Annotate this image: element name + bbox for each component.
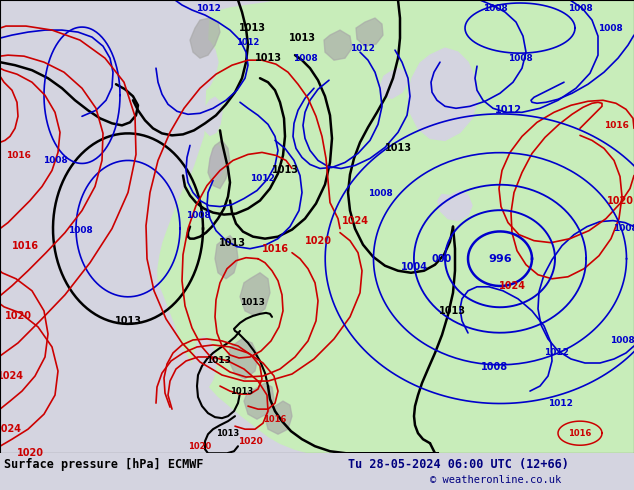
Text: 1013: 1013	[230, 387, 254, 395]
Text: 1013: 1013	[205, 357, 230, 366]
Text: 1008: 1008	[508, 54, 533, 63]
Text: 1013: 1013	[240, 298, 264, 307]
Text: 1020: 1020	[188, 441, 212, 451]
Text: 1024: 1024	[0, 424, 22, 434]
Text: 1013: 1013	[216, 429, 240, 438]
Text: 1008: 1008	[598, 24, 623, 32]
Text: 000: 000	[432, 254, 452, 264]
Polygon shape	[228, 339, 258, 379]
Polygon shape	[356, 18, 383, 46]
Polygon shape	[190, 18, 220, 58]
Text: 1012: 1012	[548, 398, 573, 408]
Text: 1013: 1013	[271, 166, 299, 175]
Text: 1016: 1016	[263, 415, 287, 424]
Polygon shape	[240, 273, 270, 316]
Text: © weatheronline.co.uk: © weatheronline.co.uk	[430, 475, 561, 485]
Polygon shape	[324, 30, 352, 60]
Text: 1008: 1008	[610, 337, 634, 345]
Text: 1024: 1024	[0, 371, 23, 381]
Text: 1012: 1012	[495, 105, 522, 115]
Text: 1008: 1008	[186, 211, 210, 220]
Text: 1013: 1013	[115, 316, 141, 326]
Text: 1013: 1013	[254, 53, 281, 63]
Text: 996: 996	[488, 254, 512, 264]
Text: 1013: 1013	[384, 144, 411, 153]
Text: 1020: 1020	[4, 311, 32, 321]
Polygon shape	[191, 337, 216, 393]
Text: 1016: 1016	[11, 241, 39, 251]
Text: 1008: 1008	[68, 226, 93, 235]
Text: 1013: 1013	[288, 33, 316, 43]
Text: 1012: 1012	[543, 348, 569, 358]
Polygon shape	[215, 236, 238, 279]
Polygon shape	[158, 0, 634, 453]
Text: 1013: 1013	[219, 238, 245, 247]
Text: 1016: 1016	[604, 121, 628, 130]
Text: 1008: 1008	[567, 3, 592, 13]
Polygon shape	[195, 38, 218, 90]
Text: 1016: 1016	[6, 151, 30, 160]
Text: 1016: 1016	[261, 244, 288, 254]
Polygon shape	[210, 146, 224, 180]
Text: 1012: 1012	[349, 44, 375, 52]
Polygon shape	[244, 383, 274, 419]
Text: 1012: 1012	[250, 174, 275, 183]
Text: 1004: 1004	[401, 262, 427, 272]
Polygon shape	[438, 191, 472, 220]
Text: 1008: 1008	[42, 156, 67, 165]
Text: 1020: 1020	[304, 236, 332, 245]
Text: 1008: 1008	[293, 54, 318, 63]
Text: 1016: 1016	[568, 429, 592, 438]
Text: 1024: 1024	[498, 281, 526, 291]
Polygon shape	[208, 141, 230, 189]
Text: 1013: 1013	[439, 306, 465, 316]
Polygon shape	[265, 401, 292, 434]
Text: Surface pressure [hPa] ECMWF: Surface pressure [hPa] ECMWF	[4, 458, 204, 471]
Text: 1008: 1008	[612, 224, 634, 233]
Text: Tu 28-05-2024 06:00 UTC (12+66): Tu 28-05-2024 06:00 UTC (12+66)	[348, 458, 569, 471]
Text: 1020: 1020	[16, 448, 44, 458]
Text: 1012: 1012	[195, 3, 221, 13]
Text: 1020: 1020	[607, 196, 633, 205]
Text: 1024: 1024	[342, 216, 368, 225]
Polygon shape	[202, 98, 222, 135]
Text: 1008: 1008	[481, 362, 508, 372]
Polygon shape	[408, 48, 478, 141]
Text: 1020: 1020	[238, 437, 262, 446]
Text: 1013: 1013	[238, 23, 266, 33]
Text: 1008: 1008	[482, 3, 507, 13]
Text: 1012: 1012	[236, 38, 260, 47]
Polygon shape	[380, 68, 408, 98]
Text: 1008: 1008	[368, 189, 392, 198]
